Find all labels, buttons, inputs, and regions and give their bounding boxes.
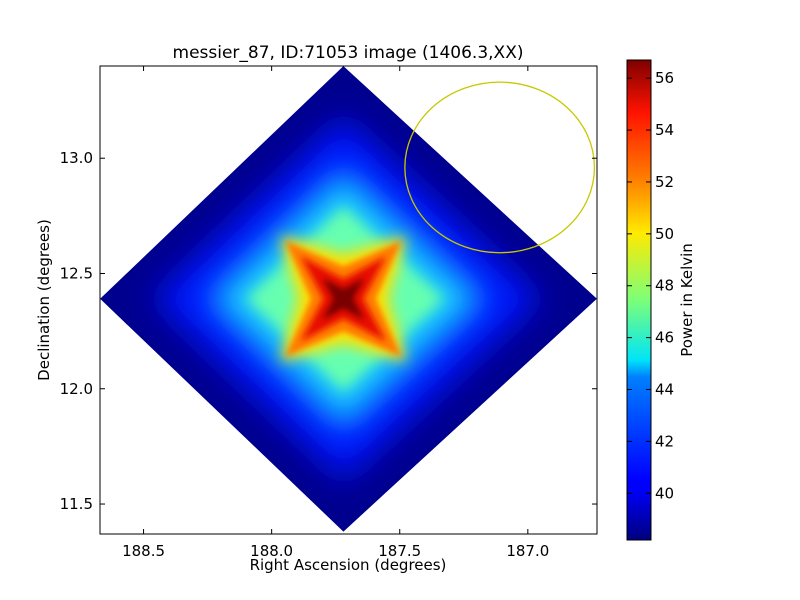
y-axis-ticks: 11.5 12.0 12.5 13.0 [60, 149, 597, 513]
y-tick-label: 12.0 [60, 380, 93, 398]
colorbar: 40 42 44 46 48 50 52 54 56 Power in Kelvin [626, 59, 696, 541]
plot-frame [99, 65, 598, 535]
heatmap-layer [100, 66, 597, 532]
y-tick-label: 11.5 [60, 495, 93, 513]
x-tick-label: 188.0 [250, 542, 293, 560]
circle-marker [404, 81, 596, 254]
colorbar-tick-label: 46 [655, 329, 674, 347]
colorbar-tick-label: 40 [655, 484, 674, 502]
colorbar-ticks: 40 42 44 46 48 50 52 54 56 [627, 69, 674, 502]
x-axis-label: Right Ascension (degrees) [250, 556, 447, 574]
colorbar-tick-label: 52 [655, 173, 674, 191]
colorbar-tick-label: 50 [655, 225, 674, 243]
x-tick-label: 188.5 [122, 542, 165, 560]
colorbar-tick-label: 42 [655, 432, 674, 450]
x-tick-label: 187.0 [506, 542, 549, 560]
colorbar-tick-label: 54 [655, 121, 674, 139]
colorbar-tick-label: 48 [655, 277, 674, 295]
y-tick-label: 13.0 [60, 149, 93, 167]
colorbar-label: Power in Kelvin [678, 243, 696, 357]
colorbar-tick-label: 44 [655, 381, 674, 399]
x-axis-ticks: 188.5 188.0 187.5 187.0 [122, 66, 549, 560]
x-tick-label: 187.5 [378, 542, 421, 560]
colorbar-gradient [626, 59, 652, 541]
y-tick-label: 12.5 [60, 264, 93, 282]
y-axis-label: Declination (degrees) [35, 219, 53, 381]
colorbar-tick-label: 56 [655, 69, 674, 87]
chart-title: messier_87, ID:71053 image (1406.3,XX) [173, 43, 524, 63]
heatmap-peak [322, 277, 365, 320]
